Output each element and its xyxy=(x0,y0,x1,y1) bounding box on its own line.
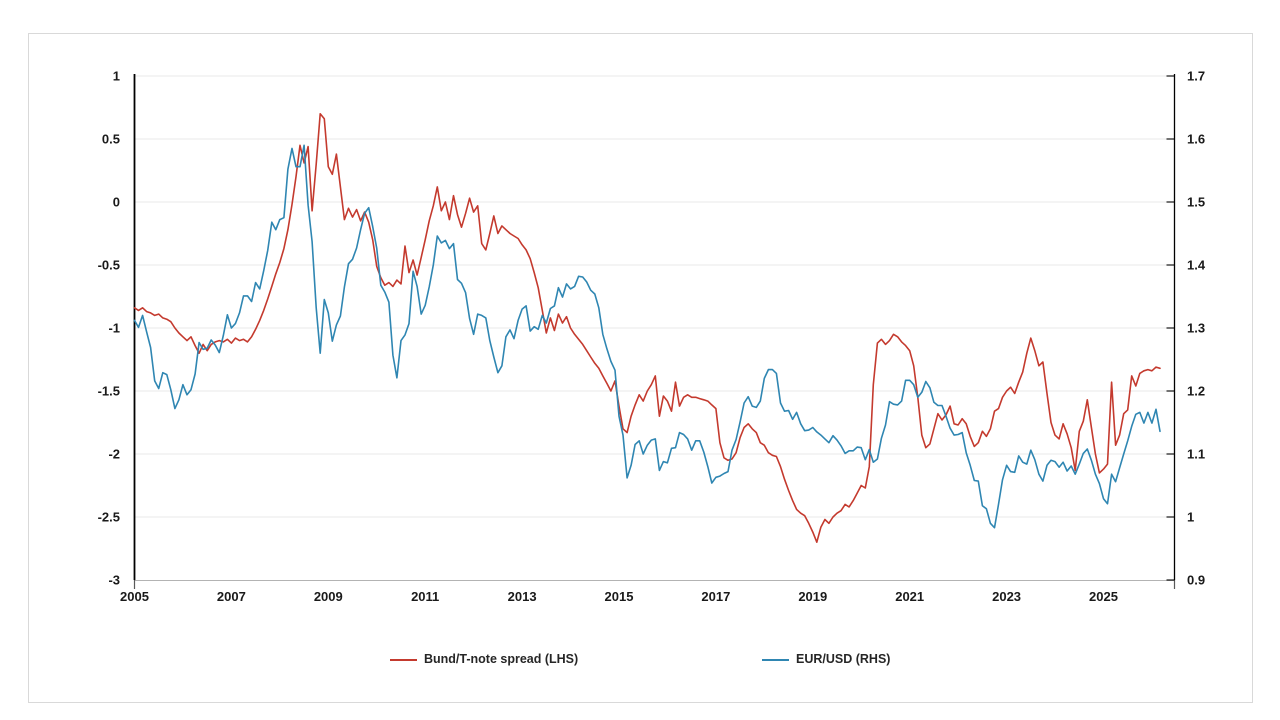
figure-border xyxy=(28,33,1253,703)
left-axis-tick-label: -2 xyxy=(108,447,120,462)
right-axis-tick-label: 1.4 xyxy=(1187,258,1206,273)
left-axis-tick-label: -1.5 xyxy=(98,384,120,399)
left-axis-tick-label: 1 xyxy=(113,69,120,84)
right-axis-tick-label: 0.9 xyxy=(1187,573,1205,588)
x-axis-tick-label: 2009 xyxy=(314,589,343,604)
x-axis-tick-label: 2015 xyxy=(605,589,634,604)
left-axis-tick-label: -3 xyxy=(108,573,120,588)
x-axis-tick-label: 2011 xyxy=(411,589,439,604)
right-axis-tick-label: 1.1 xyxy=(1187,447,1205,462)
x-axis-tick-label: 2005 xyxy=(120,589,149,604)
left-axis-tick-label: -0.5 xyxy=(98,258,120,273)
x-axis-tick-label: 2007 xyxy=(217,589,246,604)
left-axis-tick-label: 0.5 xyxy=(102,132,120,147)
x-axis-tick-label: 2025 xyxy=(1089,589,1118,604)
left-axis-tick-label: -2.5 xyxy=(98,510,120,525)
left-axis-tick-label: 0 xyxy=(113,195,120,210)
right-axis-tick-label: 1.5 xyxy=(1187,195,1205,210)
x-axis-tick-label: 2023 xyxy=(992,589,1021,604)
right-axis-tick-label: 1.7 xyxy=(1187,69,1205,84)
eur-usd-line xyxy=(133,144,1161,529)
x-axis-tick-label: 2021 xyxy=(895,589,924,604)
x-axis-tick-label: 2013 xyxy=(508,589,537,604)
x-axis-tick-label: 2017 xyxy=(701,589,730,604)
right-axis-tick-label: 1.2 xyxy=(1187,384,1205,399)
right-axis-tick-label: 1.6 xyxy=(1187,132,1205,147)
x-axis-tick-label: 2019 xyxy=(798,589,827,604)
left-axis-tick-label: -1 xyxy=(108,321,120,336)
right-axis-tick-label: 1.3 xyxy=(1187,321,1205,336)
right-axis-tick-label: 1 xyxy=(1187,510,1194,525)
